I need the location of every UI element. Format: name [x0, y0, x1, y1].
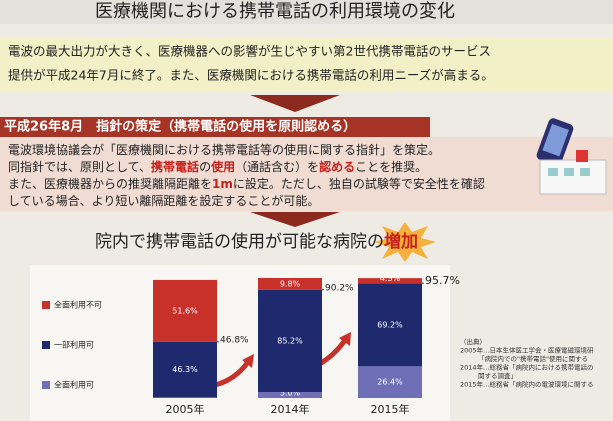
value-label: 9.8% — [280, 279, 301, 288]
source-line: 2015年…総務省「病院内の電波環境に関する — [460, 380, 594, 389]
source-line: （出典） — [460, 337, 486, 346]
legend-swatch — [42, 301, 50, 309]
body-segment: 電波環境協議会が「医療機関における携帯電話等の使用に関する指針」を策定。 — [8, 142, 440, 157]
body-segment: の — [199, 160, 211, 174]
body-line: 電波環境協議会が「医療機関における携帯電話等の使用に関する指針」を策定。 — [8, 142, 440, 157]
x-tick-label: 2015年 — [371, 402, 410, 416]
trend-arrow — [242, 354, 254, 368]
legend-swatch — [42, 341, 50, 349]
chart-title: 院内で携帯電話の使用が可能な病院の増加 — [95, 231, 418, 252]
body-segment: に設定。ただし、独自の試験等で安全性を確認 — [233, 176, 485, 191]
legend-label: 全面利用可 — [54, 380, 94, 390]
section-heading: 平成26年8月 指針の策定（携帯電話の使用を原則認める） — [4, 119, 356, 135]
intro-line: 提供が平成24年7月に終了。また、医療機関における携帯電話の利用ニーズが高まる。 — [8, 68, 494, 83]
value-label: 26.4% — [377, 378, 403, 387]
legend-label: 全面利用不可 — [54, 300, 102, 310]
x-tick-label: 2014年 — [271, 402, 310, 416]
intro-box — [0, 38, 613, 92]
body-segment: している場合、より短い離隔距離を設定することが可能。 — [8, 193, 319, 208]
body-segment: 認める — [319, 159, 355, 174]
intro-line: 電波の最大出力が大きく、医療機器への影響が生じやすい第2世代携帯電話のサービス — [8, 44, 491, 59]
source-line: 関する調査」 — [478, 371, 517, 380]
trend-arrow — [214, 360, 251, 388]
starburst — [374, 222, 436, 262]
arrow — [250, 212, 340, 227]
value-label: 4.3% — [380, 274, 401, 283]
source-line: 2014年…総務省「病院内における携帯電話の — [460, 363, 594, 372]
body-segment: また、医療機器からの推奨離隔距離を — [8, 176, 212, 191]
body-segment: （通話含む）を — [235, 159, 319, 174]
page-title: 医療機関における携帯電話の利用環境の変化 — [95, 1, 455, 22]
section-heading-band — [0, 117, 430, 137]
legend-swatch — [42, 381, 50, 389]
value-label: 51.6% — [172, 306, 198, 315]
legend-label: 一部利用可 — [54, 340, 94, 350]
bar-segment — [358, 278, 422, 284]
body-segment: 1m — [212, 177, 233, 191]
arrow — [250, 95, 340, 112]
chart-title-emphasis: 増加 — [384, 231, 418, 252]
header-band — [0, 0, 613, 24]
bar-segment — [258, 278, 322, 290]
source-line: 2005年…日本生体医工学会・医療電磁環境研 — [460, 346, 594, 355]
phone-illustration — [536, 118, 607, 195]
trend-arrow — [339, 332, 351, 346]
total-label: 90.2% — [325, 283, 354, 293]
section-body — [0, 137, 613, 211]
body-segment: 携帯電話 — [151, 159, 199, 174]
bar-segment — [358, 366, 422, 398]
x-tick-label: 2005年 — [166, 402, 205, 416]
body-segment: 使用 — [210, 159, 235, 174]
source-line: 「病院内での"携帯電話"使用に関する — [478, 354, 588, 363]
value-label: 69.2% — [377, 320, 403, 329]
value-label: 85.2% — [277, 336, 303, 345]
body-segment: 同指針では、原則として、 — [8, 159, 151, 174]
value-label: 46.3% — [172, 365, 198, 374]
value-label: 5.0% — [280, 389, 301, 398]
bar-segment — [358, 283, 422, 367]
body-line: 同指針では、原則として、携帯電話の使用（通話含む）を認めることを推奨。 — [8, 159, 427, 174]
bar-segment — [153, 397, 217, 398]
bar-segment — [153, 341, 217, 398]
body-segment: ことを推奨。 — [355, 160, 427, 174]
bar-segment — [258, 392, 322, 398]
bar-segment — [258, 289, 322, 392]
bar-segment — [153, 279, 217, 342]
chart-title-text: 院内で携帯電話の使用が可能な病院の — [95, 231, 384, 252]
total-label: 46.8% — [220, 335, 249, 345]
total-label: 95.7% — [425, 274, 460, 287]
body-line: している場合、より短い離隔距離を設定することが可能。 — [8, 193, 319, 208]
body-line: また、医療機器からの推奨離隔距離を1mに設定。ただし、独自の試験等で安全性を確認 — [8, 176, 485, 191]
